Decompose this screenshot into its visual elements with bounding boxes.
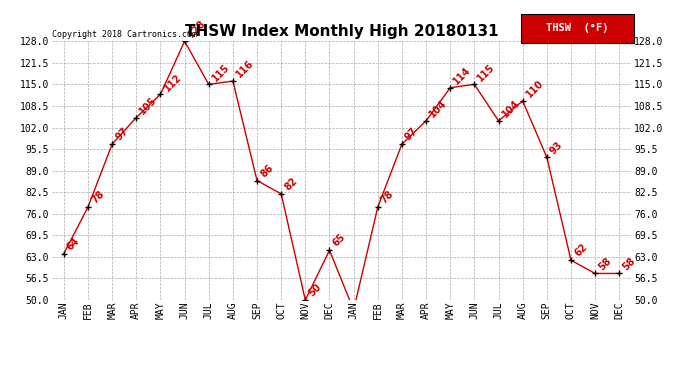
Text: 86: 86 <box>259 162 275 179</box>
Text: 47: 47 <box>0 374 1 375</box>
Text: 114: 114 <box>452 65 473 86</box>
Text: 78: 78 <box>380 189 396 206</box>
Text: 58: 58 <box>621 255 638 272</box>
Text: 104: 104 <box>500 98 522 120</box>
Text: 64: 64 <box>66 236 82 252</box>
Text: 78: 78 <box>90 189 106 206</box>
Text: 50: 50 <box>307 282 324 298</box>
Text: 65: 65 <box>331 232 348 249</box>
Title: THSW Index Monthly High 20180131: THSW Index Monthly High 20180131 <box>185 24 498 39</box>
Text: 110: 110 <box>524 78 546 100</box>
Text: 115: 115 <box>476 62 497 83</box>
Text: 82: 82 <box>283 176 299 192</box>
FancyBboxPatch shape <box>521 14 634 42</box>
Text: 116: 116 <box>235 58 256 80</box>
Text: THSW  (°F): THSW (°F) <box>546 23 609 33</box>
Text: 128: 128 <box>186 18 208 40</box>
Text: 104: 104 <box>428 98 449 120</box>
Text: 62: 62 <box>573 242 589 259</box>
Text: Copyright 2018 Cartronics.com: Copyright 2018 Cartronics.com <box>52 30 197 39</box>
Text: 105: 105 <box>138 95 159 116</box>
Text: 58: 58 <box>597 255 613 272</box>
Text: 115: 115 <box>210 62 232 83</box>
Text: 97: 97 <box>404 126 420 143</box>
Text: 93: 93 <box>549 140 565 156</box>
Text: 112: 112 <box>162 72 184 93</box>
Text: 97: 97 <box>114 126 130 143</box>
